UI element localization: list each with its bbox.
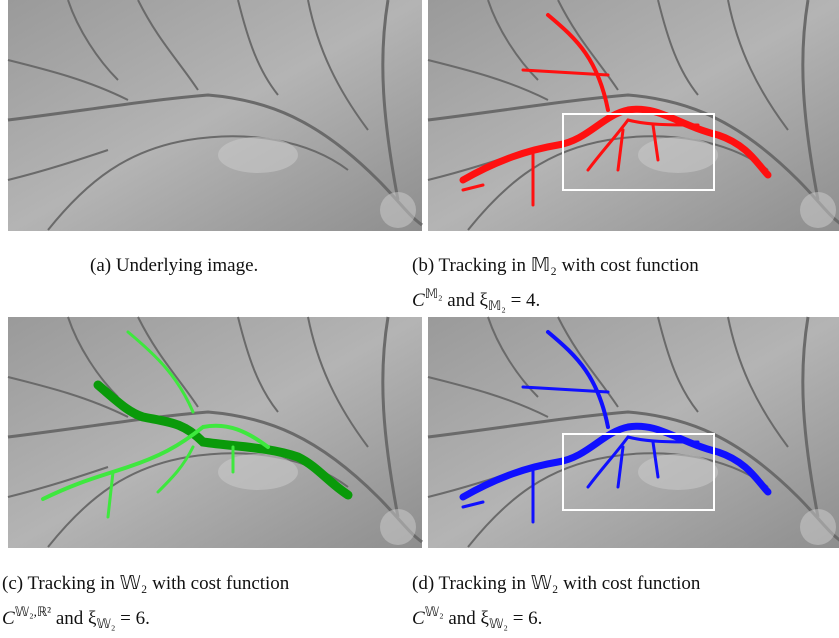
caption-text: = 6. [513,608,543,629]
image-b [428,0,839,231]
caption-text: (d) Tracking in 𝕎₂ with cost function [412,573,700,594]
caption-sub: 𝕎₂ [96,616,115,631]
image-d [428,317,839,548]
caption-text: and ξ [448,608,489,629]
image-a [8,0,422,231]
caption-text: (c) Tracking in 𝕎₂ with cost function [2,573,289,594]
caption-text: = 6. [120,608,150,629]
caption-sup: 𝕎₂,ℝ² [15,604,51,619]
caption-sub: 𝕄₂ [488,298,506,313]
caption-text: and ξ [56,608,97,629]
caption-sub: 𝕎₂ [489,616,508,631]
caption-a: (a) Underlying image. [90,252,258,280]
caption-text: = 4. [511,290,541,311]
caption-text: and ξ [447,290,488,311]
caption-text: (a) Underlying image. [90,255,258,276]
caption-text: (b) Tracking in 𝕄₂ with cost function [412,255,699,276]
image-c [8,317,422,548]
caption-math: C [412,290,425,311]
page: (a) Underlying image. (b) Tracking in 𝕄₂… [0,0,839,633]
caption-math: C [412,608,425,629]
caption-sup: 𝕎₂ [425,604,444,619]
caption-sup: 𝕄₂ [425,286,443,301]
caption-math: C [2,608,15,629]
